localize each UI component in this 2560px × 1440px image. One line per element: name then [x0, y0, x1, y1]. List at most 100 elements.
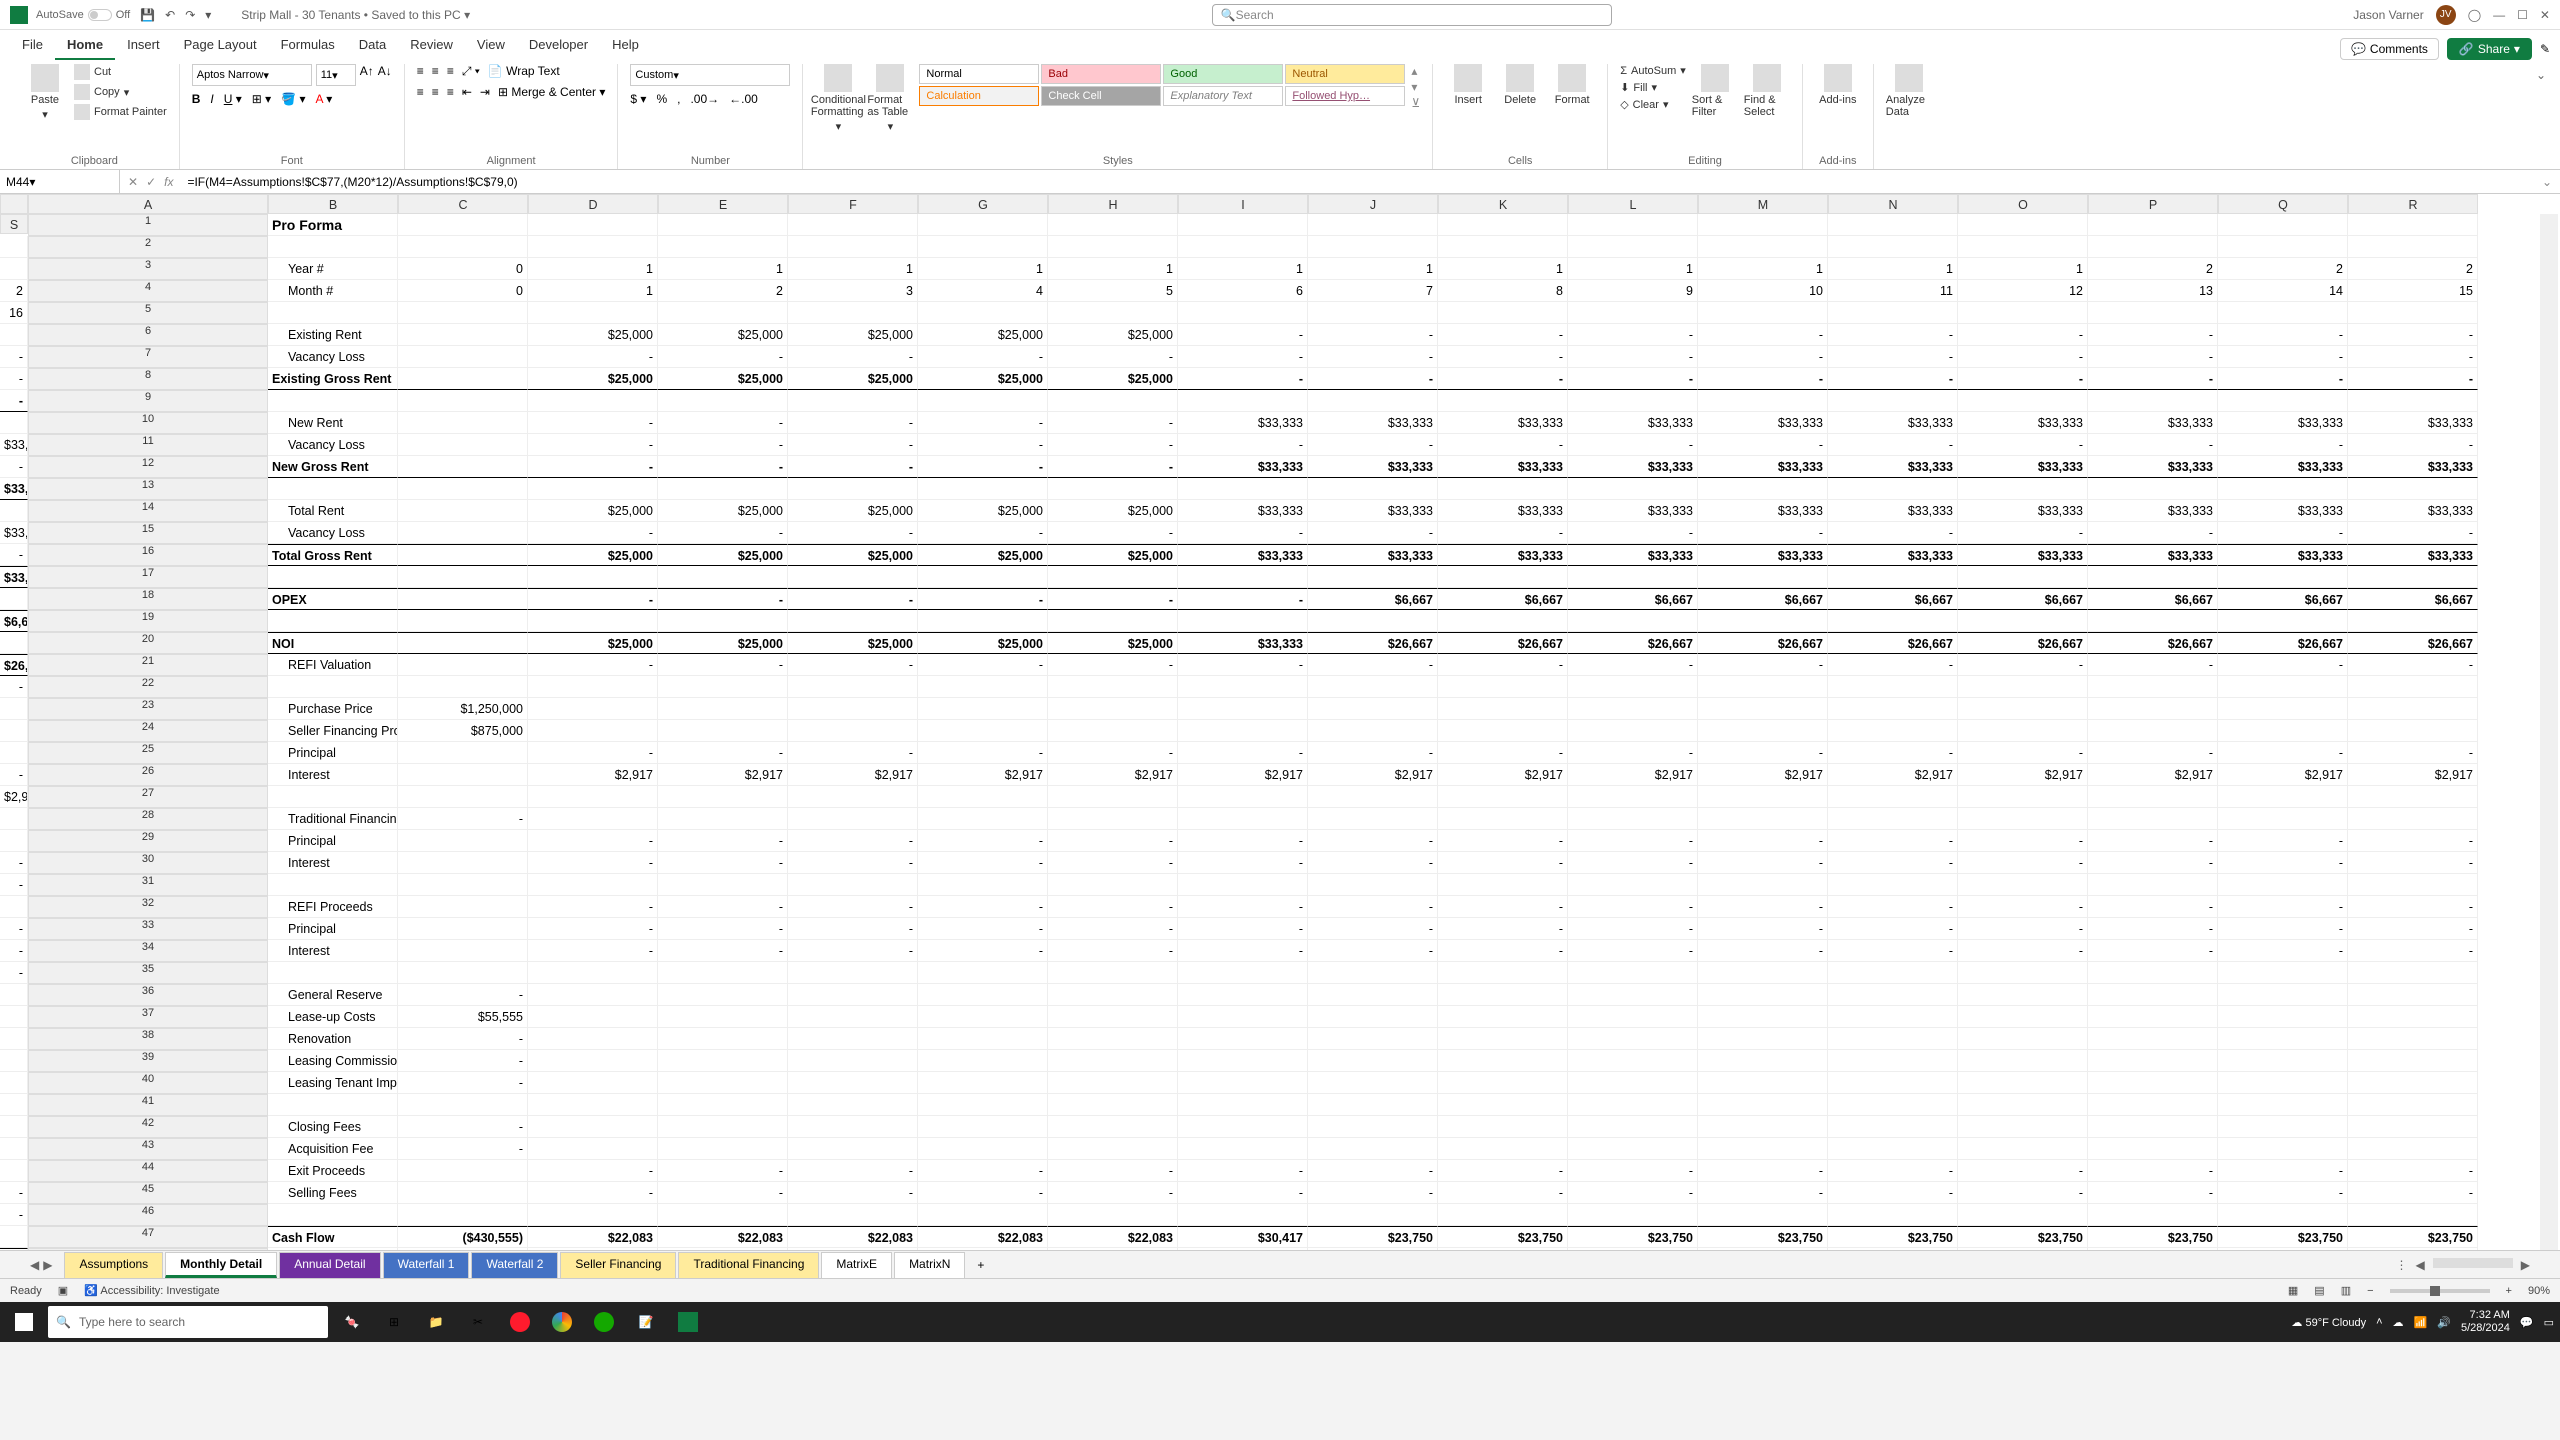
row-header-25[interactable]: 25: [28, 742, 268, 764]
row-header-29[interactable]: 29: [28, 830, 268, 852]
row-header-19[interactable]: 19: [28, 610, 268, 632]
column-header-E[interactable]: E: [658, 194, 788, 214]
cell[interactable]: $23,750: [1568, 1226, 1698, 1248]
format-as-table-button[interactable]: Format as Table▾: [867, 64, 913, 133]
cell[interactable]: [1568, 1116, 1698, 1138]
row-header-26[interactable]: 26: [28, 764, 268, 786]
cell[interactable]: $26,667: [0, 654, 28, 676]
cell[interactable]: -: [0, 1182, 28, 1204]
cell[interactable]: [1308, 1094, 1438, 1116]
cell[interactable]: [0, 1160, 28, 1182]
cell[interactable]: ($145,555): [1958, 1248, 2088, 1250]
cell[interactable]: $25,000: [528, 368, 658, 390]
cell[interactable]: $2,917: [788, 764, 918, 786]
cell[interactable]: -: [1178, 896, 1308, 918]
cell[interactable]: -: [1568, 654, 1698, 676]
cell[interactable]: [528, 786, 658, 808]
cell-label[interactable]: New Gross Rent: [268, 456, 398, 478]
cell[interactable]: -: [528, 588, 658, 610]
accessibility-status[interactable]: ♿ Accessibility: Investigate: [84, 1284, 219, 1297]
cell[interactable]: -: [1048, 434, 1178, 456]
row-header-46[interactable]: 46: [28, 1204, 268, 1226]
cell[interactable]: $2,917: [2218, 764, 2348, 786]
cell[interactable]: [658, 390, 788, 412]
user-name[interactable]: Jason Varner: [2353, 8, 2423, 22]
cell[interactable]: [398, 632, 528, 654]
cell[interactable]: $33,333: [1308, 456, 1438, 478]
cell[interactable]: $33,333: [1438, 412, 1568, 434]
undo-icon[interactable]: ↶: [165, 8, 175, 22]
cell[interactable]: -: [398, 1116, 528, 1138]
cell[interactable]: [398, 588, 528, 610]
cell[interactable]: -: [1308, 324, 1438, 346]
cell[interactable]: -: [1568, 940, 1698, 962]
cell[interactable]: [1828, 676, 1958, 698]
cell[interactable]: [788, 610, 918, 632]
cell[interactable]: 1: [1438, 258, 1568, 280]
snip-icon[interactable]: ✂: [460, 1304, 496, 1340]
cell[interactable]: [2088, 720, 2218, 742]
cell-label[interactable]: Leasing Commissions: [268, 1050, 398, 1072]
cell[interactable]: $23,750: [0, 1248, 28, 1250]
cell[interactable]: [1958, 874, 2088, 896]
cell[interactable]: $875,000: [398, 720, 528, 742]
cell[interactable]: $33,333: [1568, 544, 1698, 566]
cell[interactable]: [2218, 1006, 2348, 1028]
expand-formula-icon[interactable]: ⌄: [2534, 175, 2560, 189]
row-header-44[interactable]: 44: [28, 1160, 268, 1182]
cell[interactable]: -: [1438, 1182, 1568, 1204]
cell[interactable]: [2088, 1138, 2218, 1160]
cell[interactable]: -: [658, 830, 788, 852]
cell[interactable]: [1958, 478, 2088, 500]
row-header-32[interactable]: 32: [28, 896, 268, 918]
cell[interactable]: ($430,555): [398, 1248, 528, 1250]
cell[interactable]: -: [528, 918, 658, 940]
cell[interactable]: [2348, 1204, 2478, 1226]
cell[interactable]: [398, 214, 528, 236]
cell[interactable]: -: [1308, 896, 1438, 918]
cell[interactable]: $33,333: [1568, 500, 1698, 522]
cell[interactable]: [1698, 1050, 1828, 1072]
cell[interactable]: $25,000: [918, 544, 1048, 566]
cell[interactable]: [1828, 566, 1958, 588]
cell[interactable]: [788, 566, 918, 588]
cell[interactable]: $26,667: [1698, 632, 1828, 654]
cell[interactable]: [1698, 478, 1828, 500]
cell[interactable]: [0, 324, 28, 346]
cell[interactable]: -: [1828, 346, 1958, 368]
tab-formulas[interactable]: Formulas: [269, 31, 347, 60]
cell[interactable]: [1178, 1138, 1308, 1160]
cell[interactable]: [398, 1094, 528, 1116]
row-header-40[interactable]: 40: [28, 1072, 268, 1094]
cell[interactable]: [918, 390, 1048, 412]
file-explorer-icon[interactable]: 📁: [418, 1304, 454, 1340]
cell[interactable]: -: [1178, 742, 1308, 764]
cell[interactable]: -: [1828, 654, 1958, 676]
cell[interactable]: $23,750: [1828, 1226, 1958, 1248]
conditional-formatting-button[interactable]: Conditional Formatting▾: [815, 64, 861, 133]
scroll-right-icon[interactable]: ▶: [2521, 1258, 2530, 1272]
cell[interactable]: $25,000: [1048, 500, 1178, 522]
cell[interactable]: [398, 236, 528, 258]
cell[interactable]: 5: [1048, 280, 1178, 302]
cell[interactable]: 10: [1698, 280, 1828, 302]
cell[interactable]: [918, 478, 1048, 500]
clear-button[interactable]: ◇ Clear ▾: [1620, 98, 1686, 111]
row-header-3[interactable]: 3: [28, 258, 268, 280]
cell[interactable]: [788, 1116, 918, 1138]
cell[interactable]: -: [1958, 1160, 2088, 1182]
cell[interactable]: $33,333: [1308, 500, 1438, 522]
cell[interactable]: [1048, 302, 1178, 324]
cell[interactable]: [0, 896, 28, 918]
coming-soon-icon[interactable]: ◯: [2468, 8, 2481, 22]
cell[interactable]: -: [0, 368, 28, 390]
cell[interactable]: [1698, 610, 1828, 632]
select-all-corner[interactable]: [0, 194, 28, 214]
cell[interactable]: $6,667: [1568, 588, 1698, 610]
cell[interactable]: -: [1828, 434, 1958, 456]
cell[interactable]: [788, 786, 918, 808]
cell[interactable]: $25,000: [788, 368, 918, 390]
cell[interactable]: 8: [1438, 280, 1568, 302]
cell[interactable]: [918, 1006, 1048, 1028]
cell[interactable]: -: [2348, 830, 2478, 852]
